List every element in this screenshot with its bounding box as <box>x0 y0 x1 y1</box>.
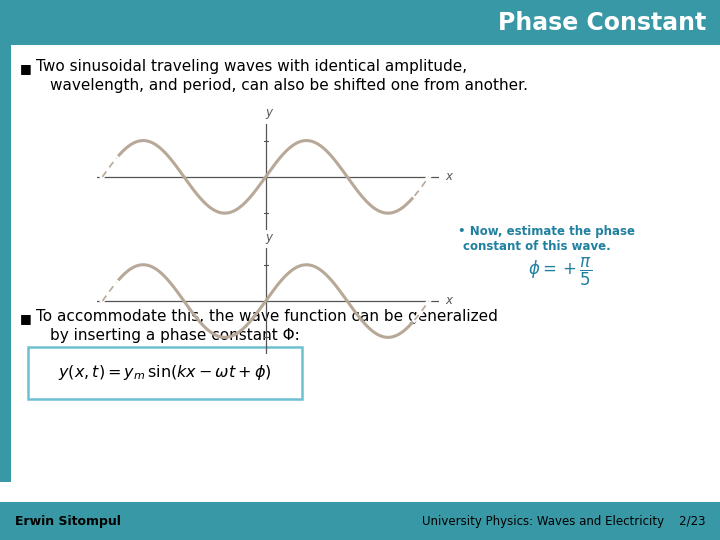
Text: University Physics: Waves and Electricity    2/23: University Physics: Waves and Electricit… <box>423 515 706 528</box>
Text: y: y <box>265 231 272 244</box>
Text: • Now, estimate the phase: • Now, estimate the phase <box>458 226 635 239</box>
Text: To accommodate this, the wave function can be generalized: To accommodate this, the wave function c… <box>36 309 498 324</box>
Text: by inserting a phase constant Φ:: by inserting a phase constant Φ: <box>50 328 300 343</box>
Bar <box>0 502 720 540</box>
Text: wavelength, and period, can also be shifted one from another.: wavelength, and period, can also be shif… <box>50 78 528 93</box>
FancyBboxPatch shape <box>28 347 302 399</box>
Text: y: y <box>265 106 272 119</box>
Text: x: x <box>446 294 453 307</box>
Text: x: x <box>446 170 453 183</box>
Text: ■: ■ <box>20 312 32 325</box>
Text: $y(x,t) = y_m \, \sin(kx - \omega t + \phi)$: $y(x,t) = y_m \, \sin(kx - \omega t + \p… <box>58 363 272 382</box>
Text: Two sinusoidal traveling waves with identical amplitude,: Two sinusoidal traveling waves with iden… <box>36 59 467 74</box>
Text: ■: ■ <box>20 62 32 75</box>
Bar <box>0 45 11 482</box>
Text: Phase Constant: Phase Constant <box>498 11 706 35</box>
Text: Erwin Sitompul: Erwin Sitompul <box>15 515 121 528</box>
Text: constant of this wave.: constant of this wave. <box>463 240 611 253</box>
Bar <box>0 0 720 45</box>
Text: $\phi = +\dfrac{\pi}{5}$: $\phi = +\dfrac{\pi}{5}$ <box>528 256 592 288</box>
